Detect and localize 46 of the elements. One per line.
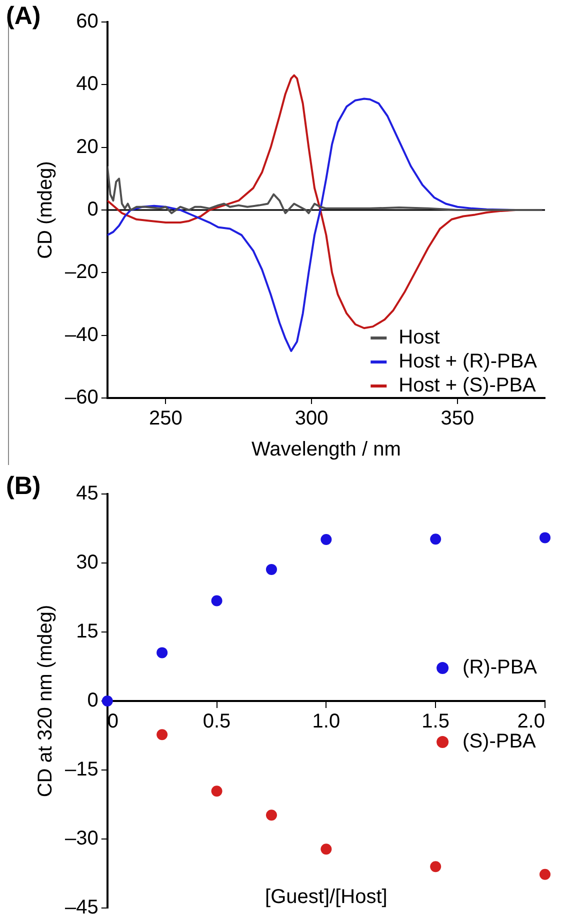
x-tick-label: 0.5 xyxy=(202,710,231,733)
x-tick-label: 1.5 xyxy=(422,710,450,733)
y-tick-label: –40 xyxy=(64,324,98,346)
y-axis-title: CD at 320 nm (mdeg) xyxy=(34,604,57,798)
point xyxy=(266,810,277,821)
x-tick-label: 2.0 xyxy=(517,710,545,733)
legend-label: Host + (R)-PBA xyxy=(398,350,538,373)
y-axis-title: CD (mdeg) xyxy=(34,161,57,259)
legend-label: (S)-PBA xyxy=(462,730,537,753)
point xyxy=(320,844,332,855)
point xyxy=(156,729,168,740)
x-tick-label: 0 xyxy=(107,710,118,733)
y-tick-label: –15 xyxy=(64,758,98,781)
y-tick-label: 20 xyxy=(76,136,98,158)
y-tick-label: 15 xyxy=(76,620,98,643)
y-tick-label: –20 xyxy=(64,261,98,284)
point xyxy=(102,696,113,706)
y-tick-label: –45 xyxy=(64,896,98,919)
legend-label: (R)-PBA xyxy=(462,656,538,679)
x-tick-label: 1.0 xyxy=(312,710,340,733)
legend-label: Host + (S)-PBA xyxy=(398,374,537,397)
y-tick-label: 45 xyxy=(76,482,98,505)
legend-label: Host xyxy=(398,326,440,349)
y-tick-label: 60 xyxy=(76,10,98,33)
point xyxy=(211,786,222,797)
y-tick-label: 30 xyxy=(76,552,98,574)
chart-title: (B) xyxy=(6,472,41,501)
y-tick-label: 0 xyxy=(87,198,98,221)
point xyxy=(266,564,277,575)
point xyxy=(430,534,442,545)
y-tick-label: –30 xyxy=(64,828,98,850)
point xyxy=(540,532,550,544)
x-axis-title: [Guest]/[Host] xyxy=(265,886,388,908)
point xyxy=(211,595,222,606)
y-tick-label: –60 xyxy=(64,386,98,409)
y-tick-label: 0 xyxy=(87,690,98,712)
x-tick-label: 350 xyxy=(440,408,474,430)
point xyxy=(156,647,168,658)
y-tick-label: 40 xyxy=(76,73,98,96)
x-tick-label: 250 xyxy=(149,408,182,430)
point xyxy=(540,868,550,880)
point xyxy=(320,534,332,546)
x-axis-title: Wavelength / nm xyxy=(252,438,401,461)
chart-title: (A) xyxy=(6,2,41,31)
x-tick-label: 300 xyxy=(294,408,328,430)
point xyxy=(430,861,442,872)
